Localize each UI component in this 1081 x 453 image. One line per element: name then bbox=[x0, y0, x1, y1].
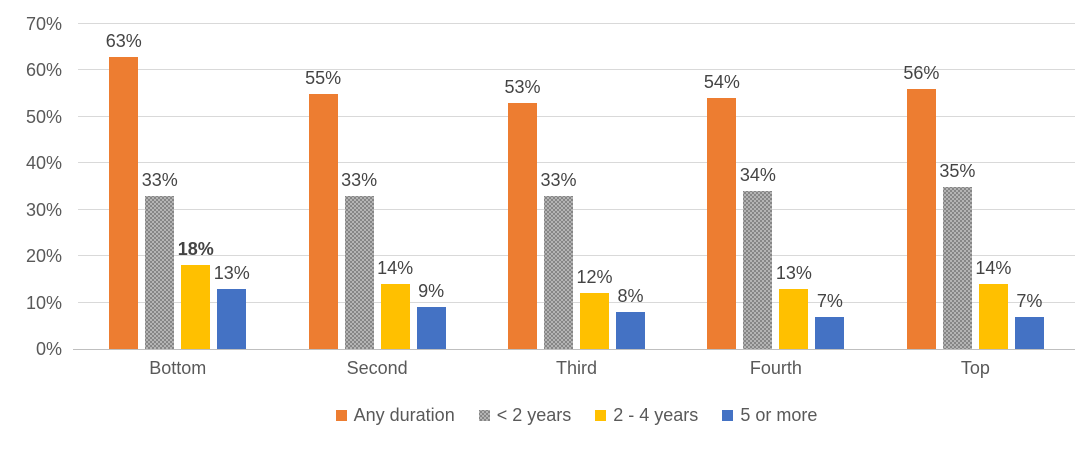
legend-item: 2 - 4 years bbox=[595, 405, 698, 426]
bar: 56% bbox=[903, 63, 939, 349]
x-category-label: Third bbox=[556, 358, 598, 378]
bar-value-label: 7% bbox=[816, 290, 843, 311]
bar-value-label: 35% bbox=[939, 160, 976, 181]
bar: 54% bbox=[704, 72, 740, 349]
x-category-label: Fourth bbox=[749, 358, 802, 378]
y-tick-label: 10% bbox=[25, 292, 62, 313]
bar: 13% bbox=[776, 263, 812, 349]
bar: 13% bbox=[214, 263, 250, 349]
gridline bbox=[78, 115, 1075, 117]
legend-label: Any duration bbox=[353, 405, 455, 425]
y-tick-label: 40% bbox=[25, 153, 62, 174]
bar-value-label: 9% bbox=[418, 281, 445, 302]
legend-swatch-icon bbox=[722, 410, 734, 421]
gridline bbox=[78, 69, 1075, 71]
legend-item: < 2 years bbox=[478, 405, 572, 426]
y-tick-label: 30% bbox=[25, 199, 62, 220]
bar-value-label: 7% bbox=[1016, 290, 1043, 311]
gridline bbox=[78, 208, 1075, 210]
bar-value-label: 12% bbox=[576, 267, 613, 288]
bar-value-label: 54% bbox=[703, 72, 740, 93]
y-tick-label: 50% bbox=[25, 106, 62, 127]
legend-item: 5 or more bbox=[722, 405, 817, 426]
bar-value-label: 53% bbox=[504, 76, 541, 97]
plot-area: 63% 33% 18% 13% 55% 33% 14% 9% 53% 33% 12% 8% 54% 34%… bbox=[73, 23, 1075, 350]
bar-value-label: 13% bbox=[775, 262, 812, 283]
legend-label: 5 or more bbox=[740, 405, 818, 425]
bar: 55% bbox=[305, 68, 341, 349]
bar-groups: 63% 33% 18% 13% 55% 33% 14% 9% 53% 33% 12% 8% 54% 34%… bbox=[78, 24, 1075, 349]
bar-group-second: 55% 33% 14% 9% bbox=[277, 24, 476, 349]
gridline bbox=[78, 23, 1075, 24]
bar-value-label: 33% bbox=[141, 169, 178, 190]
bar: 9% bbox=[416, 281, 446, 349]
bar-value-label: 56% bbox=[903, 63, 940, 83]
x-axis-labels: Bottom Second Third Fourth Top bbox=[78, 358, 1075, 379]
bar: 7% bbox=[1014, 291, 1044, 349]
bar-group-fourth: 54% 34% 13% 7% bbox=[676, 24, 875, 349]
legend-swatch-icon bbox=[335, 410, 347, 421]
bar-group-third: 53% 33% 12% 8% bbox=[477, 24, 676, 349]
bar: 34% bbox=[740, 165, 776, 349]
legend-swatch-icon bbox=[478, 410, 490, 421]
bar-group-bottom: 63% 33% 18% 13% bbox=[78, 24, 277, 349]
y-tick-label: 70% bbox=[25, 14, 62, 34]
bar: 35% bbox=[939, 161, 975, 349]
gridline bbox=[78, 162, 1075, 164]
bar-value-label: 8% bbox=[617, 285, 644, 306]
bar: 63% bbox=[106, 31, 142, 349]
legend-label: < 2 years bbox=[496, 405, 572, 425]
x-category-label: Second bbox=[346, 358, 408, 378]
bar-value-label: 63% bbox=[105, 30, 142, 51]
gridline bbox=[78, 255, 1075, 257]
bar-group-top: 56% 35% 14% 7% bbox=[876, 24, 1075, 349]
x-axis-line bbox=[73, 349, 1075, 350]
bar-value-label: 33% bbox=[540, 169, 577, 190]
bar-value-label: 55% bbox=[305, 67, 342, 88]
bar: 18% bbox=[178, 239, 214, 349]
bar-value-label: 34% bbox=[739, 165, 776, 186]
legend-swatch-icon bbox=[595, 410, 607, 421]
y-tick-label: 20% bbox=[25, 246, 62, 267]
y-tick-label: 0% bbox=[35, 339, 62, 359]
legend-label: 2 - 4 years bbox=[613, 405, 699, 425]
gridline bbox=[78, 301, 1075, 303]
bar: 12% bbox=[577, 267, 613, 349]
bar: 53% bbox=[505, 77, 541, 349]
legend: Any duration < 2 years 2 - 4 years 5 or mor… bbox=[78, 405, 1075, 426]
bar-value-label: 18% bbox=[177, 239, 214, 260]
bar-value-label: 33% bbox=[341, 169, 378, 190]
y-tick-label: 60% bbox=[25, 60, 62, 81]
bar: 7% bbox=[815, 291, 845, 349]
bar: 8% bbox=[616, 286, 646, 349]
bar: 33% bbox=[341, 170, 377, 349]
legend-item: Any duration bbox=[335, 405, 455, 426]
bar-value-label: 13% bbox=[213, 262, 250, 283]
bar: 33% bbox=[541, 170, 577, 349]
x-category-label: Bottom bbox=[149, 358, 207, 378]
bar-value-label: 14% bbox=[377, 258, 414, 278]
bar: 14% bbox=[377, 258, 413, 349]
x-category-label: Top bbox=[960, 358, 990, 378]
bar-value-label: 14% bbox=[975, 258, 1012, 278]
bar: 33% bbox=[142, 170, 178, 349]
bar: 14% bbox=[975, 258, 1011, 349]
